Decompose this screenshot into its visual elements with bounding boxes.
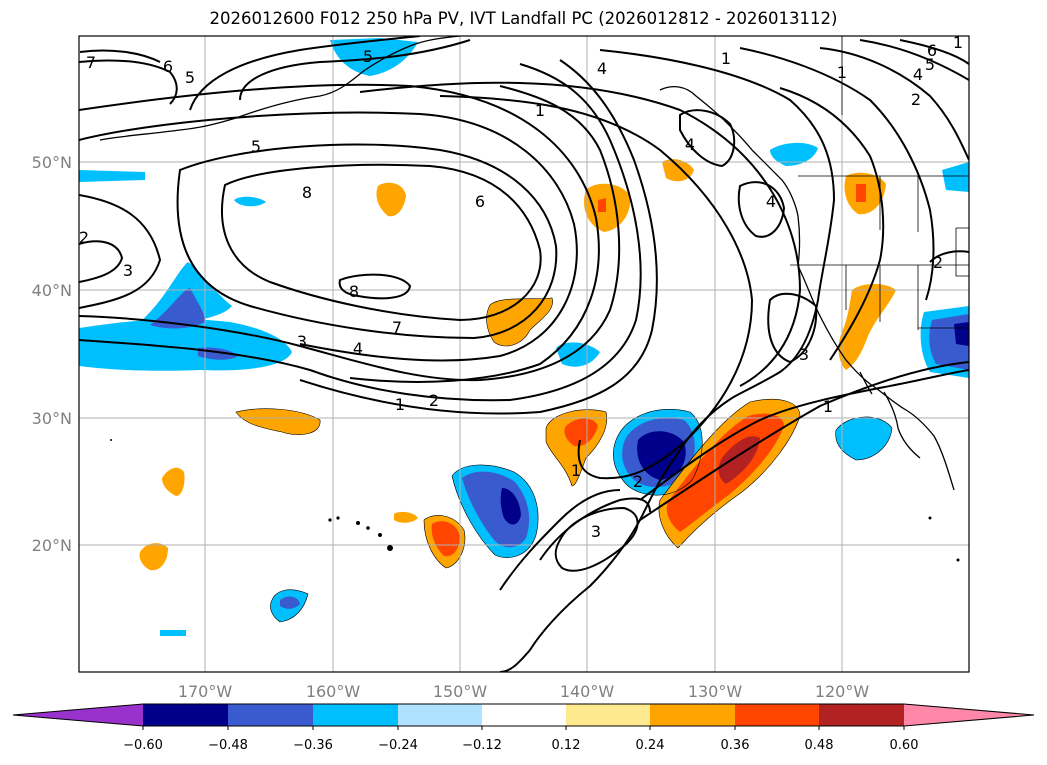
- longitude-labels: 170°W 160°W 150°W 140°W 130°W 120°W: [178, 682, 870, 701]
- colorbar-tick-label: 0.48: [805, 738, 834, 753]
- colorbar-segment: [313, 704, 398, 726]
- colorbar-tick-label: −0.24: [378, 738, 418, 753]
- negative-feature-south-2: [160, 630, 186, 636]
- contour-label: 6: [163, 57, 173, 76]
- negative-feature-hawaii-north: [452, 464, 539, 558]
- lat-label-40n: 40°N: [32, 281, 72, 300]
- contour-label: 3: [591, 522, 601, 541]
- contour-label: 6: [927, 41, 937, 60]
- positive-feature-8: [139, 543, 168, 571]
- contour-label: 3: [123, 261, 133, 280]
- contour-label: 1: [571, 461, 581, 480]
- negative-feature-east: [920, 306, 969, 378]
- colorbar-segment: [566, 704, 650, 726]
- shaded-outlines: [235, 297, 893, 623]
- colorbar-tick-label: 0.12: [552, 738, 581, 753]
- contour-label: 4: [766, 192, 776, 211]
- colorbar-segment: [143, 704, 228, 726]
- contour-label: 2: [79, 228, 89, 247]
- colorbar-tick-label: 0.24: [636, 738, 665, 753]
- contour-label: 3: [297, 332, 307, 351]
- contour-label: 1: [953, 33, 963, 52]
- positive-feature-9: [394, 511, 418, 523]
- colorbar-segment: [398, 704, 482, 726]
- lat-label-50n: 50°N: [32, 153, 72, 172]
- contour-label: 2: [933, 253, 943, 272]
- contour-label: 1: [395, 395, 405, 414]
- positive-feature-7: [162, 467, 185, 496]
- colorbar-extend-high: [904, 704, 1034, 726]
- negative-feature-east-north: [942, 162, 969, 192]
- negative-feature-small-1: [234, 196, 266, 207]
- negative-feature-west-small: [79, 170, 145, 182]
- positive-feature-3: [662, 159, 694, 182]
- contour-label: 1: [823, 397, 833, 416]
- colorbar-segment: [650, 704, 735, 726]
- colorbar-extend-low: [13, 704, 143, 726]
- colorbar-tick-label: −0.36: [293, 738, 333, 753]
- lon-label-140w: 140°W: [560, 682, 615, 701]
- colorbar-segment: [482, 704, 566, 726]
- negative-feature-north: [330, 38, 418, 76]
- contour-label: 7: [392, 318, 402, 337]
- lat-label-20n: 20°N: [32, 536, 72, 555]
- contour-label: 6: [475, 192, 485, 211]
- negative-feature-small-2: [556, 342, 600, 367]
- contour-label: 4: [913, 65, 923, 84]
- contour-label: 8: [302, 183, 312, 202]
- lon-label-120w: 120°W: [815, 682, 870, 701]
- gridlines: [79, 36, 969, 672]
- colorbar: −0.60 −0.48 −0.36 −0.24 −0.12 0.12 0.24 …: [12, 703, 1035, 753]
- contour-label: 4: [685, 135, 695, 154]
- colorbar-tick-label: −0.48: [208, 738, 248, 753]
- negative-feature-baja: [835, 416, 892, 460]
- contour-label: 5: [185, 68, 195, 87]
- positive-feature-10: [424, 515, 465, 568]
- latitude-labels: 50°N 40°N 30°N 20°N: [32, 153, 72, 555]
- map-area: 7 6 5 5 8 8 6 5 4 1 4 4 3 2 1 7 3 4 3 2 …: [79, 33, 969, 672]
- colorbar-segment: [228, 704, 313, 726]
- contour-label: 1: [837, 63, 847, 82]
- contour-label: 8: [349, 282, 359, 301]
- contour-label: 4: [353, 339, 363, 358]
- pv-contours: [79, 36, 969, 672]
- colorbar-tick-label: −0.60: [123, 738, 163, 753]
- lon-label-130w: 130°W: [688, 682, 743, 701]
- lon-label-150w: 150°W: [433, 682, 488, 701]
- contour-label: 2: [911, 90, 921, 109]
- positive-feature-1: [376, 182, 406, 217]
- contour-label: 2: [633, 472, 643, 491]
- lat-label-30n: 30°N: [32, 409, 72, 428]
- positive-feature-6: [546, 409, 607, 486]
- colorbar-tick-label: −0.12: [462, 738, 502, 753]
- contour-label: 5: [363, 47, 373, 66]
- contour-label: 1: [535, 101, 545, 120]
- contour-label: 3: [799, 345, 809, 364]
- contour-label: 5: [925, 55, 935, 74]
- colorbar-tick-label: 0.36: [721, 738, 750, 753]
- colorbar-segment: [735, 704, 819, 726]
- lon-label-170w: 170°W: [178, 682, 233, 701]
- contour-label: 1: [721, 49, 731, 68]
- positive-feature-13: [838, 284, 896, 370]
- contour-label: 5: [251, 137, 261, 156]
- colorbar-tick-label: 0.60: [890, 738, 919, 753]
- islands: [110, 439, 960, 562]
- contour-label: 4: [597, 59, 607, 78]
- map-frame: [78, 35, 970, 673]
- positive-feature-5: [236, 408, 321, 435]
- contour-label: 2: [429, 391, 439, 410]
- figure-title: 2026012600 F012 250 hPa PV, IVT Landfall…: [209, 9, 838, 28]
- contour-label: 7: [86, 53, 96, 72]
- negative-feature-coast-north: [770, 142, 818, 166]
- lon-label-160w: 160°W: [306, 682, 361, 701]
- colorbar-segment: [819, 704, 904, 726]
- contour-labels: 7 6 5 5 8 8 6 5 4 1 4 4 3 2 1 7 3 4 3 2 …: [79, 33, 963, 541]
